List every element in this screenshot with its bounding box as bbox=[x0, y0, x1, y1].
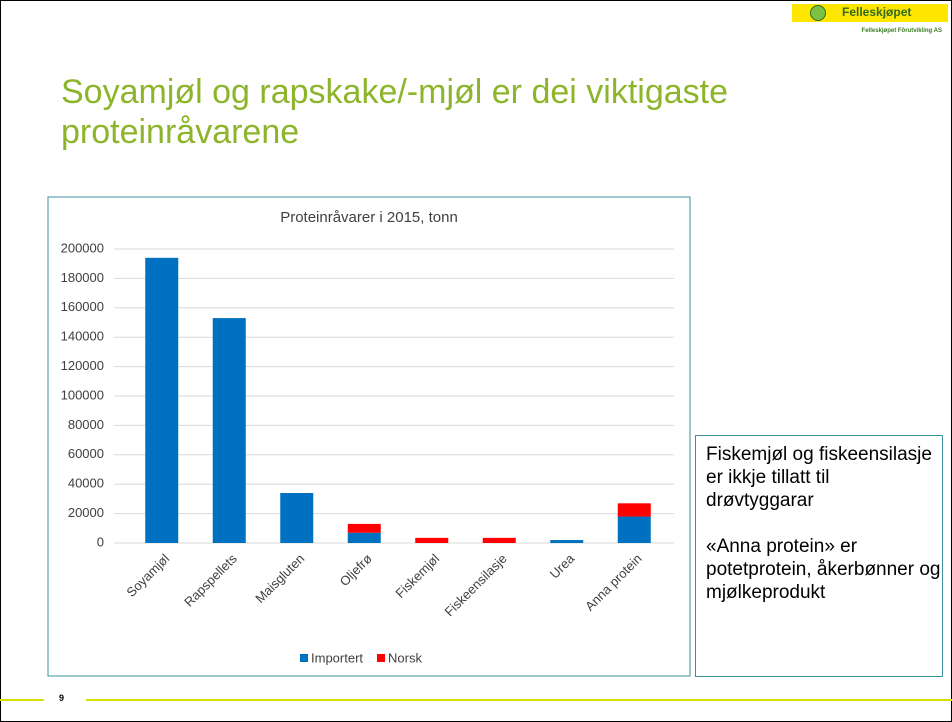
bar-segment bbox=[550, 540, 584, 543]
page-number: 9 bbox=[59, 693, 65, 703]
legend-swatch bbox=[300, 654, 308, 662]
bar-segment bbox=[617, 516, 651, 543]
note-box: Fiskemjøl og fiskeensilasje er ikkje til… bbox=[695, 435, 943, 677]
chart-title: Proteinråvarer i 2015, tonn bbox=[280, 209, 458, 226]
bar-segment bbox=[482, 537, 516, 543]
legend-label: Norsk bbox=[388, 650, 422, 665]
note-paragraph: Fiskemjøl og fiskeensilasje er ikkje til… bbox=[706, 444, 932, 511]
logo-name: Felleskjøpet bbox=[842, 5, 912, 19]
y-tick-label: 20000 bbox=[68, 505, 104, 520]
note-paragraph: «Anna protein» er potetprotein, åkerbønn… bbox=[706, 536, 941, 603]
y-tick-label: 160000 bbox=[61, 299, 104, 314]
legend-swatch bbox=[377, 654, 386, 662]
y-tick-label: 120000 bbox=[61, 358, 104, 373]
y-tick-label: 0 bbox=[97, 534, 104, 549]
bar-segment bbox=[415, 537, 449, 543]
bar-segment bbox=[280, 493, 314, 543]
y-tick-label: 80000 bbox=[68, 417, 104, 432]
logo: Felleskjøpet Felleskjøpet Fôrutvikling A… bbox=[792, 4, 948, 34]
bar-segment bbox=[212, 318, 246, 543]
y-tick-label: 40000 bbox=[68, 476, 104, 491]
y-tick-label: 200000 bbox=[61, 240, 104, 255]
slide-title: Soyamjøl og rapskake/-mjøl er dei viktig… bbox=[61, 73, 729, 151]
bar-segment bbox=[145, 257, 179, 543]
footer-line bbox=[86, 699, 952, 701]
footer-line bbox=[0, 699, 44, 701]
logo-icon bbox=[810, 5, 826, 21]
bar-segment bbox=[617, 503, 651, 517]
legend-label: Importert bbox=[311, 650, 363, 665]
logo-subtitle: Felleskjøpet Fôrutvikling AS bbox=[861, 28, 942, 34]
y-tick-label: 100000 bbox=[61, 387, 104, 402]
bar-segment bbox=[347, 532, 381, 543]
y-tick-label: 140000 bbox=[61, 329, 104, 344]
y-tick-label: 60000 bbox=[68, 446, 104, 461]
y-tick-label: 180000 bbox=[61, 270, 104, 285]
bar-segment bbox=[347, 523, 381, 533]
